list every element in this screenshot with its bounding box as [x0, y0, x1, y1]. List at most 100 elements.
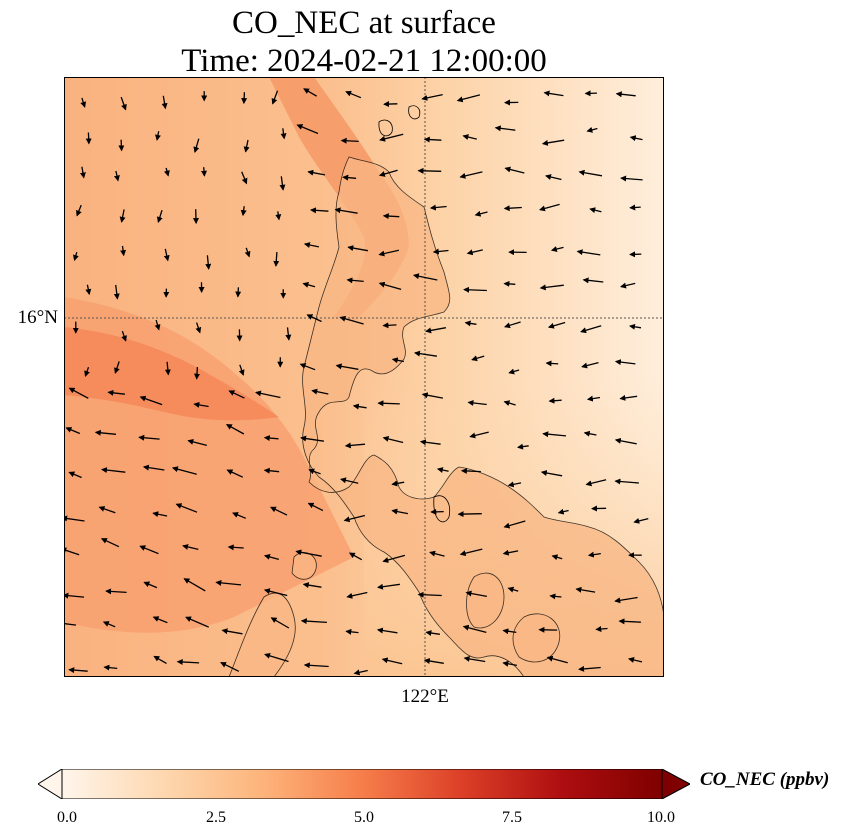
wind-arrow: [161, 95, 168, 110]
wind-arrow: [334, 207, 358, 214]
wind-arrow: [417, 591, 442, 598]
wind-arrow: [542, 431, 567, 438]
wind-arrow: [142, 464, 165, 471]
map-plot: [64, 77, 664, 677]
wind-arrow: [465, 590, 488, 598]
wind-arrow: [503, 520, 526, 529]
wind-arrow: [226, 469, 244, 478]
wind-arrow: [98, 506, 116, 514]
wind-arrow: [456, 94, 481, 103]
wind-arrow: [580, 325, 602, 334]
wind-arrow: [629, 323, 642, 330]
wind-arrow: [541, 139, 565, 146]
wind-arrow: [154, 319, 161, 331]
colorbar-bar: [61, 769, 663, 799]
wind-arrow: [633, 517, 649, 524]
wind-arrow: [503, 400, 516, 407]
colorbar-tick-label: 0.0: [57, 809, 77, 826]
wind-arrow: [138, 434, 160, 441]
wind-arrow: [412, 273, 438, 281]
wind-arrow: [335, 363, 359, 370]
wind-arrow: [64, 515, 85, 522]
wind-arrow: [619, 394, 638, 401]
mindoro-coastline: [228, 592, 296, 677]
latitude-label: 16°N: [17, 307, 58, 328]
wind-arrow: [429, 550, 445, 557]
wind-arrow: [187, 438, 207, 447]
wind-arrow: [306, 314, 322, 323]
wind-arrow: [225, 424, 245, 435]
wind-arrow: [595, 626, 608, 632]
wind-arrow: [419, 439, 441, 446]
wind-arrow: [550, 246, 564, 252]
wind-arrow: [425, 630, 440, 637]
wind-arrow: [581, 361, 599, 369]
wind-arrow: [263, 435, 279, 442]
wind-arrow: [347, 245, 369, 252]
wind-arrow: [120, 96, 127, 111]
wind-arrow: [460, 467, 481, 474]
wind-arrow: [378, 169, 398, 177]
wind-arrow: [342, 174, 357, 181]
wind-arrow: [381, 657, 403, 665]
wind-arrow: [587, 551, 601, 558]
wind-arrow: [344, 442, 366, 449]
wind-arrow: [471, 355, 485, 362]
colorbar-tick-label: 10.0: [647, 809, 675, 826]
wind-arrow: [263, 588, 288, 597]
wind-arrow: [64, 622, 77, 626]
wind-arrow: [391, 480, 405, 487]
wind-arrow: [352, 403, 367, 410]
wind-arrow: [545, 360, 559, 367]
wind-arrow: [459, 171, 483, 179]
wind-arrow: [102, 621, 116, 628]
wind-arrow: [139, 395, 163, 406]
colorbar-tick-label: 7.5: [502, 809, 522, 826]
wind-arrow: [391, 508, 409, 515]
wind-arrow: [182, 544, 199, 551]
wind-arrow: [295, 549, 322, 557]
wind-arrow: [382, 435, 404, 444]
wind-arrow: [84, 366, 90, 377]
wind-arrow: [421, 392, 444, 399]
wind-arrow: [193, 401, 209, 408]
wind-arrow: [241, 171, 248, 185]
wind-arrow: [299, 363, 316, 371]
wind-arrow: [263, 467, 280, 474]
wind-arrow: [263, 554, 279, 561]
longitude-label: 122°E: [401, 686, 449, 707]
wind-arrow: [113, 284, 120, 300]
wind-arrow: [302, 582, 322, 589]
wind-arrow: [467, 399, 487, 406]
wind-arrow: [264, 652, 289, 663]
wind-arrow: [547, 321, 566, 329]
wind-arrow: [64, 592, 85, 599]
wind-arrow: [576, 249, 601, 256]
wind-arrow: [578, 169, 603, 177]
wind-arrow: [589, 207, 602, 214]
wind-arrow: [578, 665, 601, 672]
wind-arrow: [414, 350, 437, 357]
island-coastline: [512, 613, 561, 663]
wind-arrow: [307, 502, 324, 512]
wind-arrow: [436, 467, 449, 473]
wind-arrow: [270, 617, 290, 629]
wind-arrow: [120, 245, 127, 257]
wind-arrow: [423, 658, 444, 664]
wind-arrow: [502, 628, 517, 635]
wind-arrow: [575, 586, 596, 593]
wind-arrow: [391, 357, 405, 364]
wind-arrow: [205, 255, 212, 270]
wind-arrow: [85, 132, 92, 145]
map-time-subtitle: Time: 2024-02-21 12:00:00: [181, 43, 547, 79]
wind-arrow: [346, 591, 368, 599]
wind-arrow: [227, 544, 244, 551]
wind-arrow: [103, 664, 118, 671]
wind-arrow: [508, 368, 520, 375]
wind-arrow: [164, 361, 171, 376]
wind-arrow: [382, 213, 400, 220]
wind-arrow: [504, 321, 521, 329]
wind-arrow: [85, 284, 92, 296]
wind-arrow: [614, 596, 638, 604]
wind-arrow: [346, 277, 364, 284]
